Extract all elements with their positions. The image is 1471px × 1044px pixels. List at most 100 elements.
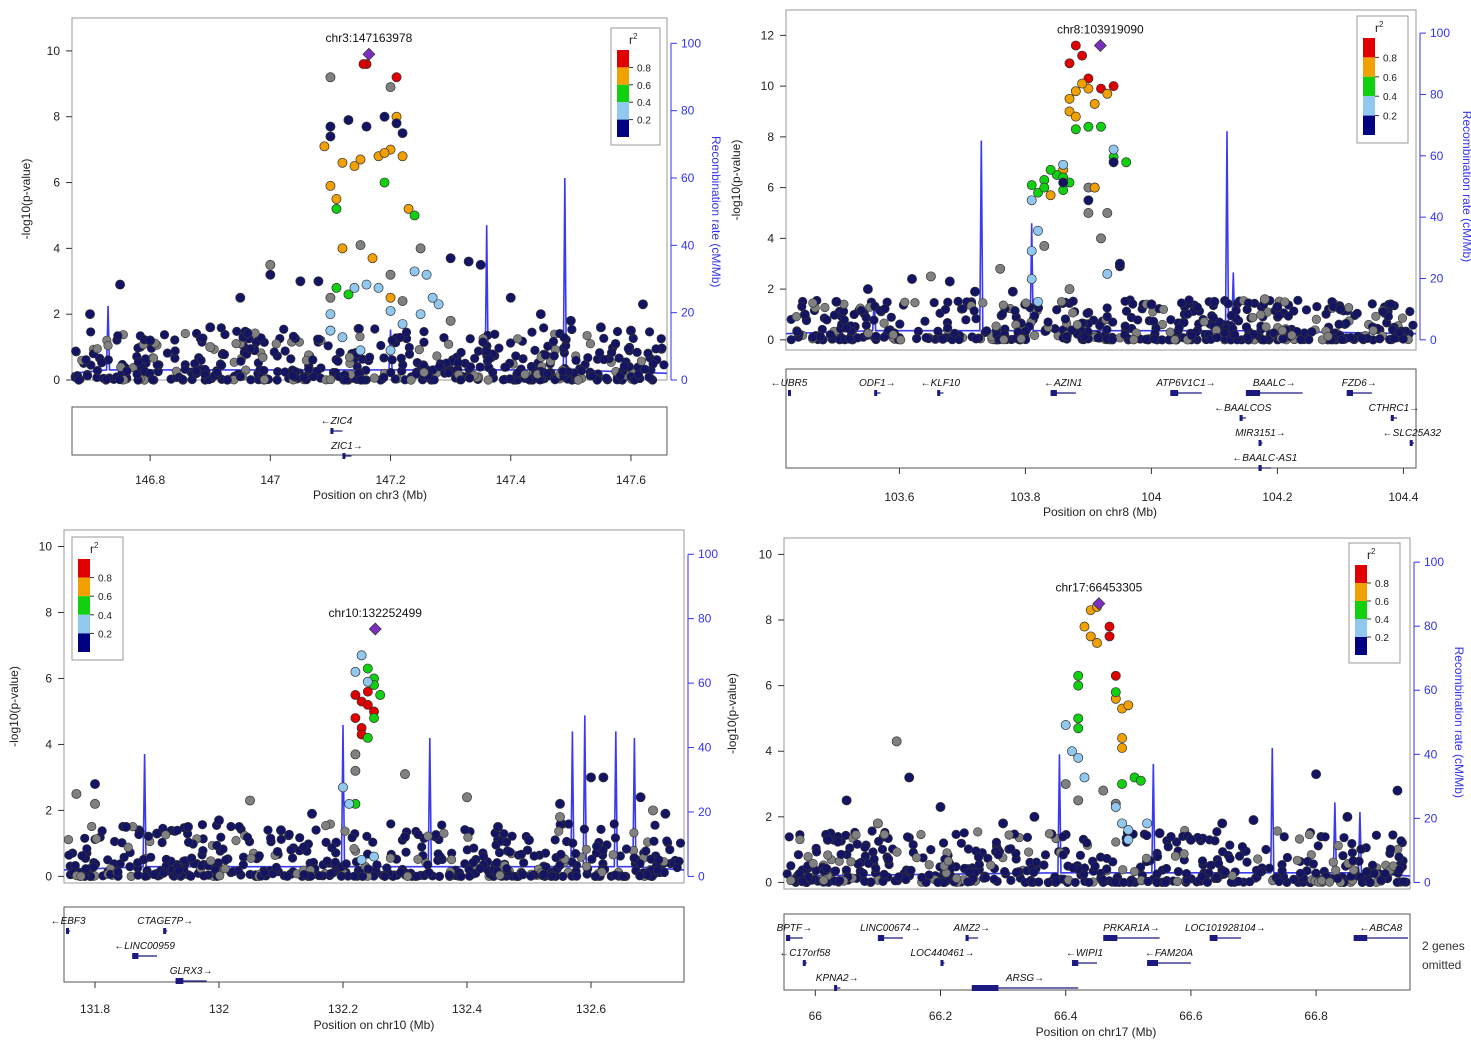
- gene-label: ODF1→: [859, 378, 896, 389]
- snp-point: [1120, 321, 1130, 331]
- snp-point: [1104, 631, 1115, 642]
- snp-point: [475, 259, 486, 270]
- snp-point: [115, 374, 125, 385]
- snp-point: [1117, 742, 1127, 753]
- snp-point: [820, 302, 830, 313]
- snp-point: [263, 825, 273, 835]
- snp-point: [565, 315, 576, 326]
- snp-point: [1161, 863, 1172, 874]
- r2-legend: r2 0.8 0.6 0.4 0.2: [610, 27, 661, 146]
- snp-point: [395, 332, 405, 343]
- snp-point: [1274, 311, 1284, 321]
- legend-swatch: [1363, 76, 1375, 97]
- snp-point: [288, 371, 298, 381]
- snp-point: [401, 327, 412, 337]
- snp-point: [860, 876, 870, 886]
- snp-point: [280, 367, 290, 377]
- snp-point: [571, 355, 581, 366]
- snp-point: [590, 871, 600, 881]
- snp-point: [1000, 867, 1010, 877]
- y-tick-label: 10: [47, 44, 61, 58]
- snp-point: [284, 829, 294, 839]
- snp-point: [180, 364, 190, 374]
- gene-exon: [937, 390, 941, 396]
- snp-point: [1077, 78, 1088, 89]
- snp-point: [1154, 828, 1165, 839]
- gene-exon: [1147, 960, 1159, 966]
- snp-point: [1161, 877, 1171, 888]
- x-tick-label: 132.6: [576, 1002, 606, 1016]
- snp-point: [122, 366, 132, 376]
- snp-point: [382, 863, 392, 873]
- snp-point: [444, 368, 454, 378]
- snp-point: [246, 375, 256, 385]
- snp-point: [803, 851, 813, 862]
- gene-track-frame: [783, 913, 1411, 991]
- snp-point: [226, 821, 236, 832]
- snp-point: [327, 843, 337, 853]
- y2-tick-label: 80: [698, 612, 712, 626]
- snp-point: [1058, 177, 1069, 188]
- snp-point: [76, 871, 86, 881]
- snp-point: [177, 374, 187, 384]
- snp-point: [648, 805, 658, 816]
- snp-point: [1029, 330, 1040, 341]
- snp-point: [896, 335, 906, 345]
- snp-point: [1044, 829, 1055, 839]
- snp-point: [1398, 877, 1409, 887]
- snp-point: [304, 364, 314, 375]
- lead-snp-label: chr3:147163978: [326, 31, 413, 45]
- snp-point: [295, 833, 305, 843]
- snp-point: [463, 832, 473, 842]
- snp-point: [1170, 335, 1180, 345]
- snp-point: [501, 362, 511, 372]
- snp-point: [1077, 50, 1088, 61]
- snp-point: [453, 358, 463, 368]
- snp-point: [484, 354, 494, 364]
- legend-tick-label: 0.4: [1383, 92, 1397, 103]
- snp-point: [170, 346, 180, 356]
- snp-point: [872, 818, 883, 829]
- snp-point: [1108, 144, 1119, 155]
- snp-point: [841, 323, 852, 333]
- snp-point: [1111, 837, 1121, 847]
- snp-point: [1199, 317, 1209, 327]
- snp-point: [1095, 320, 1105, 331]
- snp-point: [650, 820, 660, 830]
- snp-point: [1274, 876, 1284, 887]
- snp-point: [644, 372, 654, 382]
- snp-point: [938, 334, 948, 344]
- snp-point: [895, 319, 905, 329]
- y-axis-label: -log10(p-value): [725, 673, 739, 754]
- snp-point: [1143, 876, 1153, 887]
- snp-point: [1394, 327, 1404, 338]
- snp-point: [385, 82, 396, 93]
- snp-point: [595, 322, 606, 333]
- snp-point: [1261, 322, 1271, 332]
- snp-point: [254, 851, 264, 861]
- snp-point: [216, 323, 226, 333]
- y-tick-label: 8: [45, 605, 52, 619]
- snp-point: [1248, 312, 1258, 323]
- snp-point: [437, 820, 447, 830]
- snp-point: [1073, 723, 1084, 734]
- snp-point: [313, 276, 324, 287]
- snp-point: [133, 357, 143, 367]
- gene-exon: [1409, 440, 1413, 446]
- snp-point: [115, 859, 125, 869]
- snp-point: [900, 297, 910, 307]
- snp-point: [951, 873, 962, 883]
- snp-point: [87, 821, 97, 832]
- snp-point: [402, 871, 413, 881]
- snp-point: [1173, 867, 1183, 877]
- snp-point: [286, 845, 296, 855]
- snp-point: [1248, 815, 1259, 826]
- snp-point: [513, 334, 523, 344]
- snp-point: [935, 802, 946, 812]
- y2-tick-label: 60: [1430, 149, 1444, 163]
- snp-point: [1389, 333, 1399, 343]
- gene-exon: [1258, 440, 1262, 446]
- snp-point: [511, 351, 521, 361]
- snp-point: [1295, 868, 1306, 878]
